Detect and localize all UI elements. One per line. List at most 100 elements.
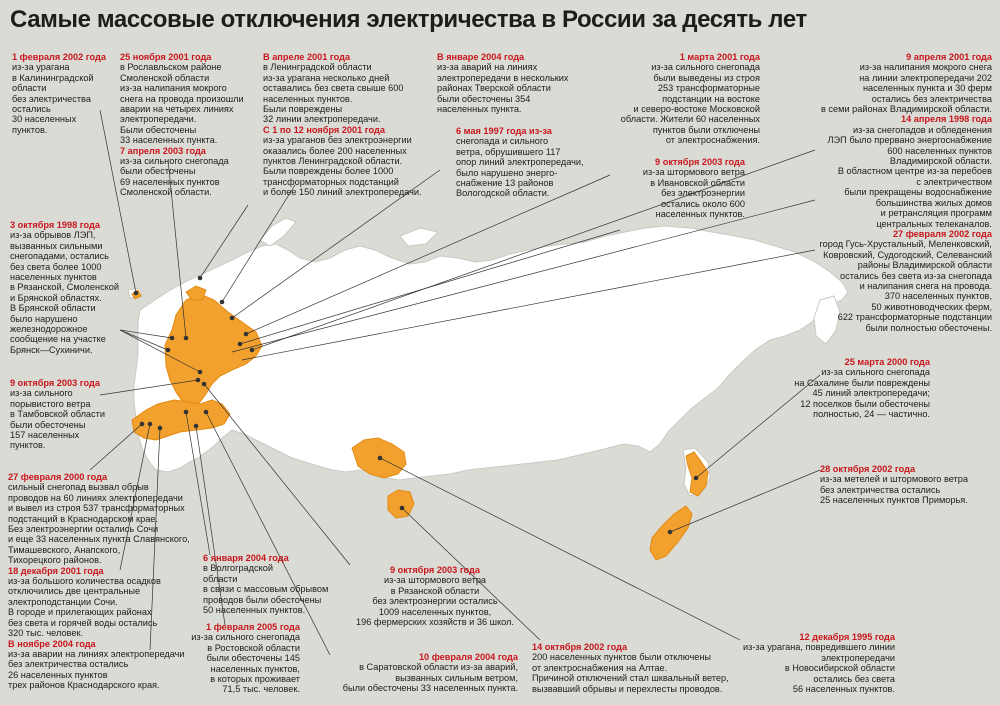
event-text: из-за обрывов ЛЭП, вызванных сильными сн…	[10, 230, 120, 355]
leader-line	[379, 457, 741, 641]
leader-lines	[89, 109, 821, 656]
event-date: 1 марта 2001 года	[679, 52, 760, 62]
event-text: из-за ураганов без электроэнергии оказал…	[263, 135, 422, 198]
event-marker	[195, 377, 201, 383]
event-marker	[183, 335, 189, 341]
event-text: из-за метелей и штормового ветра без эле…	[820, 474, 968, 506]
event-date: 9 октября 2003 года	[655, 157, 745, 167]
event-date: 10 февраля 2004 года	[418, 652, 518, 662]
event-text: город Гусь-Хрустальный, Меленковский, Ко…	[819, 239, 992, 333]
leader-line	[99, 109, 137, 294]
leader-line	[221, 184, 296, 303]
event-text: в Ленинградской области из-за урагана не…	[263, 62, 404, 125]
event-saratov-2004: 10 февраля 2004 года в Саратовской облас…	[318, 652, 518, 694]
event-date: 9 апреля 2001 года	[906, 52, 992, 62]
event-date: 25 ноября 2001 года	[120, 52, 212, 62]
event-marker	[197, 275, 203, 281]
leader-line	[251, 149, 816, 351]
leader-line	[205, 411, 331, 656]
leader-line	[401, 507, 541, 641]
page-title: Самые массовые отключения электричества …	[10, 6, 807, 33]
event-date: 14 апреля 1998 года	[900, 114, 992, 125]
event-date: 1 февраля 2002 года	[12, 52, 106, 62]
event-marker	[229, 315, 235, 321]
event-ryazan-1998: 3 октября 1998 года из-за обрывов ЛЭП, в…	[10, 220, 119, 355]
event-date: 25 марта 2000 года	[844, 357, 930, 367]
event-marker	[193, 423, 199, 429]
novaya-zemlya	[259, 217, 297, 247]
event-text: из-за сильного снегопада на Сахалине был…	[794, 367, 930, 420]
event-marker	[399, 505, 405, 511]
leader-line	[167, 159, 187, 339]
leader-line	[669, 469, 821, 533]
kamchatka	[813, 295, 841, 345]
event-date: 9 октября 2003 года	[390, 565, 480, 575]
leader-line	[241, 249, 816, 361]
leader-line	[195, 425, 226, 626]
event-marker	[147, 421, 153, 427]
event-rostov-2005: 1 февраля 2005 года из-за сильного снего…	[170, 622, 300, 695]
taymyr-islands	[399, 227, 439, 247]
event-novosibirsk-1995: 12 декабря 1995 года из-за урагана, повр…	[735, 632, 895, 694]
event-marker	[183, 409, 189, 415]
event-vologda-1997: 6 мая 1997 года из-за снегопада и сильно…	[456, 126, 584, 199]
event-text: в Волгоградской области в связи с массов…	[203, 563, 329, 616]
event-date: 27 февраля 2000 года	[8, 472, 108, 482]
leader-line	[119, 423, 151, 571]
event-ivanovo-2003: 9 октября 2003 года из-за штормового вет…	[600, 157, 745, 219]
event-marker	[693, 475, 699, 481]
event-sakhalin-2000: 25 марта 2000 года из-за сильного снегоп…	[780, 357, 930, 419]
leader-line	[119, 329, 201, 373]
event-date: В ноябре 2004 года	[8, 638, 96, 649]
event-date: 18 декабря 2001 года	[8, 565, 104, 576]
event-text: из-за снегопадов и обледенения ЛЭП было …	[827, 124, 992, 229]
event-altai-2002: 14 октября 2002 года 200 населенных пунк…	[532, 642, 729, 694]
event-marker	[139, 421, 145, 427]
event-primorye-2002: 28 октября 2002 года из-за метелей и што…	[820, 464, 968, 506]
leader-line	[99, 379, 199, 396]
event-date: В апреле 2001 года	[263, 52, 351, 62]
event-marker	[133, 290, 139, 296]
event-text: сильный снегопад вызвал обрыв проводов н…	[8, 482, 190, 566]
leader-line	[119, 329, 169, 351]
event-text: снегопада и сильного ветра, обрушившего …	[456, 136, 584, 199]
event-kaliningrad-2002: 1 февраля 2002 года из-за урагана в Кали…	[12, 52, 106, 135]
event-text: из-за сильного снегопада в Ростовской об…	[191, 632, 300, 695]
event-marker	[243, 331, 249, 337]
event-text: 200 населенных пунктов были отключены от…	[532, 652, 729, 694]
event-marker	[667, 529, 673, 535]
event-date: 9 октября 2003 года	[10, 378, 100, 388]
event-date: 3 октября 1998 года	[10, 220, 100, 230]
event-date: 6 мая 1997 года из-за	[456, 126, 552, 136]
event-vladimir-events: 9 апреля 2001 года из-за налипания мокро…	[790, 52, 992, 333]
event-volgograd-2004: 6 января 2004 года в Волгоградской облас…	[203, 553, 328, 615]
event-date: 6 января 2004 года	[203, 553, 289, 563]
event-date: 28 октября 2002 года	[820, 464, 916, 474]
russia-landmass	[133, 225, 849, 481]
event-text: в Рославльском районе Смоленской области…	[120, 62, 244, 146]
event-smolensk-2001: 25 ноября 2001 года в Рославльском район…	[120, 52, 244, 198]
event-text: из-за большого количества осадков отключ…	[8, 576, 161, 639]
leader-line	[185, 411, 211, 556]
leader-line	[203, 383, 351, 566]
event-moscow-2001: 1 марта 2001 года из-за сильного снегопа…	[600, 52, 760, 146]
event-marker	[165, 347, 171, 353]
leader-line	[119, 329, 173, 339]
event-marker	[219, 299, 225, 305]
event-marker	[197, 369, 203, 375]
event-ryazan-2003: 9 октября 2003 года из-за штормового вет…	[350, 565, 520, 627]
event-date: 12 декабря 1995 года	[799, 632, 895, 642]
event-text: из-за аварий на линиях электропередачи в…	[437, 62, 569, 115]
event-date: 7 апреля 2003 года	[120, 145, 206, 156]
altai-region	[387, 489, 415, 519]
event-tver-2004: В январе 2004 года из-за аварий на линия…	[437, 52, 568, 114]
leader-line	[149, 427, 161, 651]
event-marker	[169, 335, 175, 341]
event-text: из-за штормового ветра в Рязанской облас…	[356, 575, 514, 628]
event-text: из-за сильного снегопада были обесточены…	[120, 156, 229, 198]
event-text: из-за штормового ветра в Ивановской обла…	[642, 167, 745, 220]
event-text: из-за сильного порывистого ветра в Тамбо…	[10, 388, 105, 451]
event-text: из-за урагана, повредившего линии электр…	[742, 642, 895, 695]
leningrad-region	[185, 285, 207, 301]
